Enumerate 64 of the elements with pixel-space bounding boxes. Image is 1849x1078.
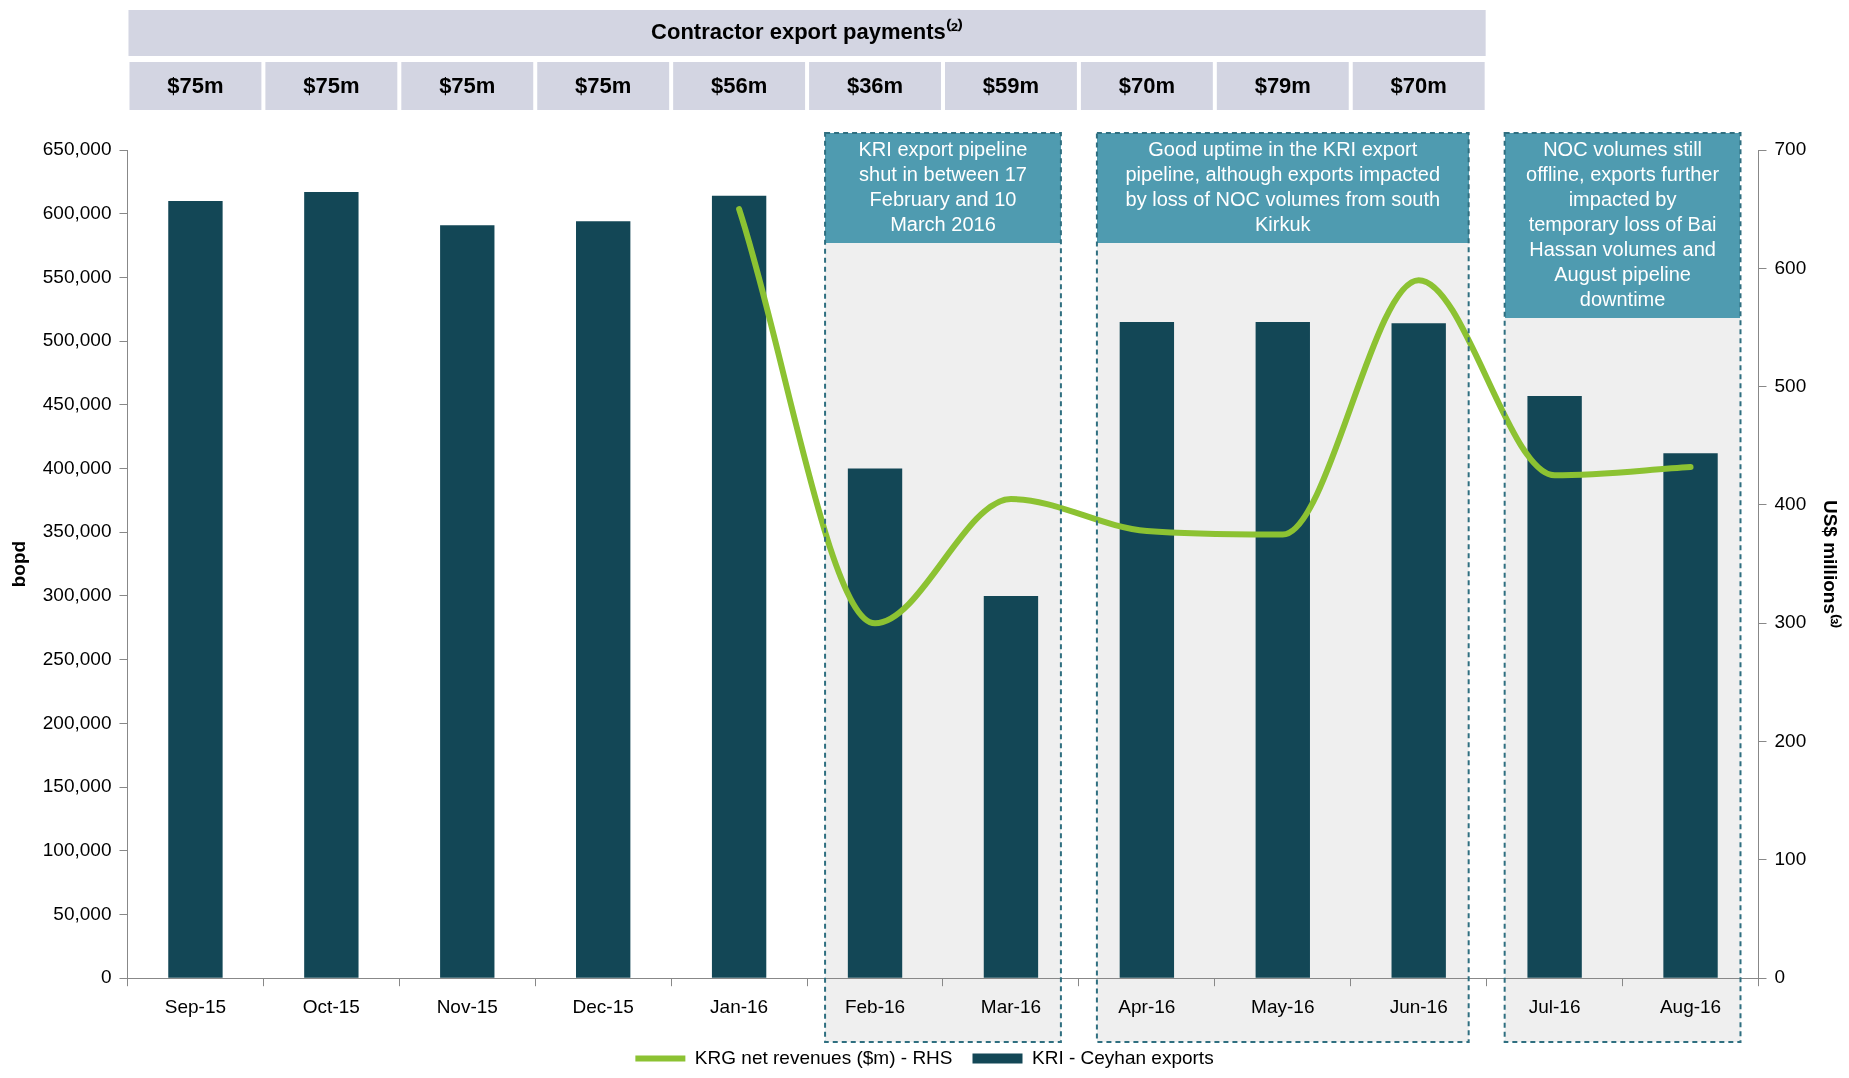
- y-tick-label: 100,000: [42, 839, 112, 861]
- band-label: KRI export pipeline shut in between 17 February and 10 March 2016: [858, 137, 1028, 235]
- legend-label: KRG net revenues ($m) - RHS: [694, 1046, 953, 1068]
- bar: [168, 200, 223, 978]
- y-tick-label: 650,000: [42, 138, 112, 160]
- y2-tick-label: 500: [1774, 374, 1807, 396]
- bar: [440, 225, 495, 978]
- y-tick-label: 50,000: [53, 902, 112, 924]
- text: $75m: [303, 73, 360, 99]
- bar: [847, 468, 903, 978]
- x-tick-label: Dec-15: [572, 995, 634, 1017]
- x-tick-label: Jul-16: [1528, 995, 1581, 1017]
- text: $70m: [1118, 73, 1176, 99]
- bar: [1255, 322, 1310, 978]
- text: $59m: [982, 73, 1040, 99]
- bar: [576, 221, 631, 978]
- x-tick-label: Mar-16: [980, 995, 1042, 1017]
- text: Contractor export payments⁽²⁾: [651, 18, 964, 45]
- x-tick-label: May-16: [1251, 995, 1315, 1017]
- y-tick-label: 550,000: [42, 265, 112, 287]
- legend-label: KRI - Ceyhan exports: [1032, 1046, 1214, 1068]
- y2-tick-label: 200: [1774, 729, 1807, 751]
- bar: [983, 595, 1039, 978]
- x-tick-label: Nov-15: [436, 995, 498, 1017]
- text: $56m: [710, 73, 768, 99]
- y-tick-label: 250,000: [42, 647, 112, 669]
- text: $75m: [439, 73, 496, 99]
- bar: [1119, 322, 1175, 978]
- text: $75m: [575, 73, 632, 99]
- x-tick-label: Jan-16: [710, 995, 769, 1017]
- text: $79m: [1254, 73, 1311, 99]
- band-label: Good uptime in the KRI export pipeline, although exports impacted by loss of NOC volumes from south Kirkuk: [1125, 137, 1441, 235]
- y-tick-label: 350,000: [42, 520, 112, 542]
- x-tick-label: Jun-16: [1389, 995, 1448, 1017]
- x-tick-label: Oct-15: [302, 995, 360, 1017]
- y-tick-label: 450,000: [42, 393, 112, 415]
- x-tick-label: Feb-16: [844, 995, 906, 1017]
- bar: [1391, 323, 1446, 978]
- y-tick-label: 200,000: [42, 711, 112, 733]
- y-axis-title: bopd: [7, 540, 29, 588]
- y-tick-label: 400,000: [42, 456, 112, 478]
- y2-tick-label: 300: [1774, 611, 1807, 633]
- y-tick-label: 150,000: [42, 775, 112, 797]
- y2-axis-title: US$ millions⁽³⁾: [1820, 499, 1843, 629]
- y2-tick-label: 0: [1774, 966, 1786, 988]
- x-tick-label: Sep-15: [164, 995, 227, 1017]
- text: $36m: [846, 73, 904, 99]
- y-tick-label: 300,000: [42, 584, 112, 606]
- y-tick-label: 0: [100, 966, 112, 988]
- bar: [711, 195, 767, 978]
- y-tick-label: 600,000: [42, 201, 112, 223]
- text: $70m: [1390, 73, 1447, 99]
- bar: [304, 192, 359, 978]
- band-label: NOC volumes still offline, exports further impacted by temporary loss of Bai Hassan volumes and August pipeline downtime: [1526, 137, 1720, 310]
- y2-tick-label: 400: [1774, 493, 1807, 515]
- y2-tick-label: 700: [1774, 138, 1807, 160]
- text: $75m: [167, 73, 224, 99]
- y-tick-label: 500,000: [42, 329, 112, 351]
- x-tick-label: Aug-16: [1659, 995, 1722, 1017]
- y2-tick-label: 600: [1774, 256, 1807, 278]
- bar: [1527, 395, 1582, 978]
- x-tick-label: Apr-16: [1118, 995, 1176, 1017]
- bar: [1663, 453, 1718, 978]
- y2-tick-label: 100: [1774, 848, 1807, 870]
